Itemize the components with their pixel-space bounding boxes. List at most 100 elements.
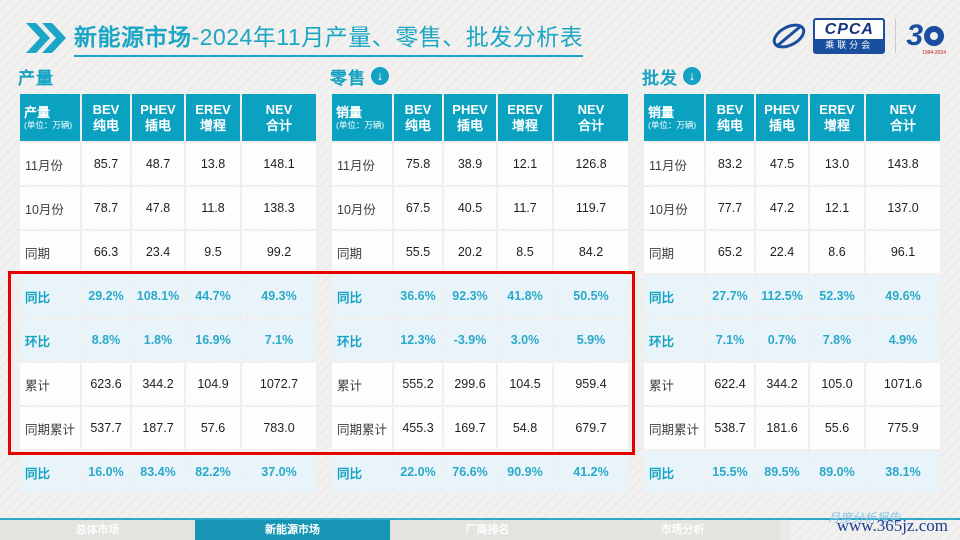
page-title: 新能源市场-2024年11月产量、零售、批发分析表 [74,18,584,57]
value-cell: 13.0 [810,143,864,185]
row-label: 11月份 [332,143,392,185]
row-label: 10月份 [20,187,80,229]
row-label: 环比 [332,319,392,361]
value-cell: 55.6 [810,407,864,449]
value-cell: 41.8% [498,275,552,317]
value-cell: 99.2 [242,231,316,273]
column-header-cn: 插电 [144,117,171,133]
table-row: 环比 7.1% 0.7% 7.8% 4.9% [644,319,940,361]
value-cell: 4.9% [866,319,940,361]
table-row: 11月份 85.7 48.7 13.8 148.1 [20,143,316,185]
header-row: 销量 (单位：万辆) BEV 纯电 PHEV 插电 EREV 增程 NEV 合计 [644,94,940,141]
value-cell: 47.8 [132,187,184,229]
value-cell: 48.7 [132,143,184,185]
value-cell: 16.9% [186,319,240,361]
column-header-erev: EREV 增程 [186,94,240,141]
value-cell: 77.7 [706,187,754,229]
table-block-wholesale: 批发 ↓ 销量 (单位：万辆) BEV 纯电 PHEV 插电 EREV 增程 NEV 合计 11月份 83… [642,64,942,495]
cpca-logo: CPCA 乘联分会 3 1994-2024 [769,12,946,60]
data-table-wholesale: 销量 (单位：万辆) BEV 纯电 PHEV 插电 EREV 增程 NEV 合计 11月份 83.2 4… [642,92,942,495]
column-header-bev: BEV 纯电 [706,94,754,141]
anniversary-digit: 3 [906,19,923,52]
value-cell: 783.0 [242,407,316,449]
value-cell: 143.8 [866,143,940,185]
double-chevron-icon [26,22,66,53]
value-cell: 104.9 [186,363,240,405]
column-header-nev: NEV 合计 [866,94,940,141]
value-cell: 15.5% [706,451,754,493]
unit-subtitle: (单位：万辆) [648,119,697,130]
value-cell: 8.8% [82,319,130,361]
value-cell: 66.3 [82,231,130,273]
tab-manufacturer-ranking[interactable]: 厂商排名 [390,520,585,540]
value-cell: -3.9% [444,319,496,361]
value-cell: 96.1 [866,231,940,273]
unit-subtitle: (单位：万辆) [336,119,385,130]
value-cell: 37.0% [242,451,316,493]
value-cell: 181.6 [756,407,808,449]
value-cell: 148.1 [242,143,316,185]
column-header-en: BEV [92,101,120,117]
value-cell: 344.2 [132,363,184,405]
value-cell: 7.8% [810,319,864,361]
column-header-cn: 纯电 [92,117,119,133]
value-cell: 92.3% [444,275,496,317]
column-header-en: NEV [265,101,293,117]
table-row: 同比 15.5% 89.5% 89.0% 38.1% [644,451,940,493]
header-row: 产量 (单位：万辆) BEV 纯电 PHEV 插电 EREV 增程 NEV 合计 [20,94,316,141]
logo-divider [895,19,897,53]
cpca-swoosh-icon [773,23,806,49]
column-header-cn: 增程 [199,117,226,133]
value-cell: 12.1 [810,187,864,229]
value-cell: 9.5 [186,231,240,273]
down-arrow-icon: ↓ [371,67,389,85]
column-header-cn: 纯电 [404,117,431,133]
value-cell: 89.0% [810,451,864,493]
value-cell: 959.4 [554,363,628,405]
column-header-en: BEV [404,101,432,117]
column-header-bev: BEV 纯电 [82,94,130,141]
unit-title: 产量 [24,104,51,120]
column-header-cn: 合计 [577,117,604,133]
value-cell: 27.7% [706,275,754,317]
column-header-cn: 增程 [511,117,538,133]
value-cell: 55.5 [394,231,442,273]
value-cell: 622.4 [706,363,754,405]
value-cell: 83.4% [132,451,184,493]
value-cell: 52.3% [810,275,864,317]
column-header-en: PHEV [140,101,176,117]
tab-overall-market[interactable]: 总体市场 [0,520,195,540]
section-label-production: 产量 [18,64,318,88]
value-cell: 40.5 [444,187,496,229]
value-cell: 7.1% [242,319,316,361]
row-label: 累计 [332,363,392,405]
cpca-subtext: 乘联分会 [815,39,884,52]
tab-nev-market[interactable]: 新能源市场 [195,520,390,540]
value-cell: 67.5 [394,187,442,229]
table-row: 同期 55.5 20.2 8.5 84.2 [332,231,628,273]
row-label: 环比 [644,319,704,361]
unit-title: 销量 [648,104,675,120]
value-cell: 22.4 [756,231,808,273]
table-row: 10月份 67.5 40.5 11.7 119.7 [332,187,628,229]
table-row: 同比 16.0% 83.4% 82.2% 37.0% [20,451,316,493]
table-row: 同期 66.3 23.4 9.5 99.2 [20,231,316,273]
row-label: 10月份 [332,187,392,229]
table-block-production: 产量 产量 (单位：万辆) BEV 纯电 PHEV 插电 EREV 增程 NEV 合计 11月份 85.… [18,64,318,495]
column-header-en: EREV [195,101,231,117]
value-cell: 38.1% [866,451,940,493]
value-cell: 555.2 [394,363,442,405]
tab-market-analysis[interactable]: 市场分析 [585,520,780,540]
column-header-phev: PHEV 插电 [444,94,496,141]
column-header-cn: 合计 [889,117,916,133]
table-row: 11月份 75.8 38.9 12.1 126.8 [332,143,628,185]
page-header: 新能源市场-2024年11月产量、零售、批发分析表 [26,18,584,57]
data-table-production: 产量 (单位：万辆) BEV 纯电 PHEV 插电 EREV 增程 NEV 合计 11月份 85.7 4… [18,92,318,495]
value-cell: 84.2 [554,231,628,273]
column-header-phev: PHEV 插电 [756,94,808,141]
row-label: 11月份 [644,143,704,185]
value-cell: 126.8 [554,143,628,185]
section-title-production: 产量 [18,68,54,88]
row-label: 同期累计 [332,407,392,449]
row-label: 同比 [20,451,80,493]
